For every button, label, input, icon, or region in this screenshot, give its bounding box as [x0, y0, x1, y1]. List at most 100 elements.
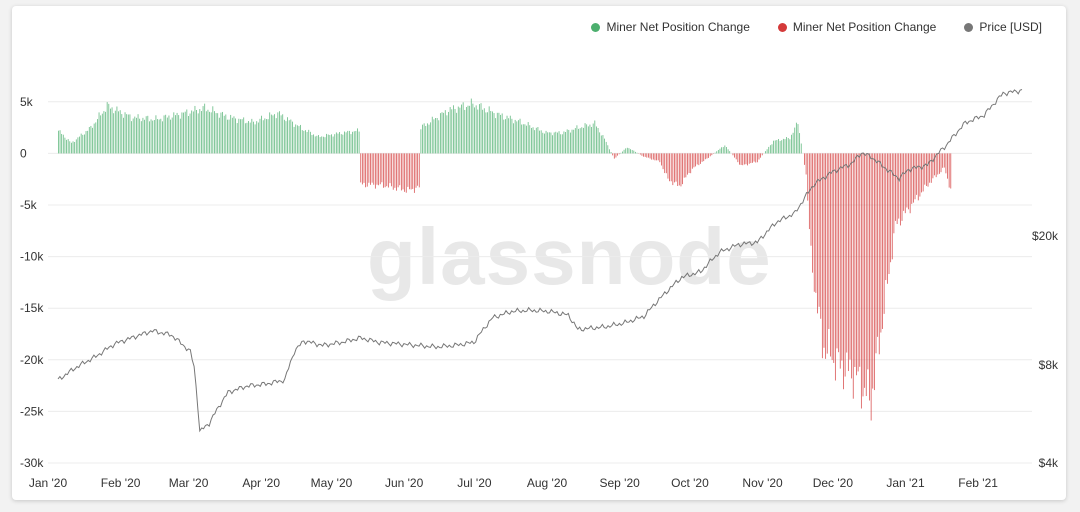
bar-positive — [487, 112, 488, 153]
bar-negative — [921, 153, 922, 192]
bar-positive — [269, 112, 270, 153]
bar-positive — [261, 116, 262, 154]
bar-positive — [125, 112, 126, 153]
y-tick-label: -30k — [20, 456, 44, 470]
bar-positive — [552, 135, 553, 153]
bar-positive — [102, 114, 103, 154]
bar-positive — [113, 113, 114, 153]
bar-positive — [448, 112, 449, 153]
bar-negative — [939, 153, 940, 173]
bar-positive — [564, 131, 565, 153]
bar-positive — [466, 107, 467, 153]
bar-positive — [115, 111, 116, 154]
bar-positive — [726, 147, 727, 153]
bar-positive — [253, 122, 254, 154]
bar-positive — [151, 119, 152, 153]
bar-negative — [656, 153, 657, 160]
bar-negative — [364, 153, 365, 182]
bar-positive — [635, 152, 636, 154]
bar-positive — [138, 114, 139, 153]
bar-positive — [323, 137, 324, 154]
bar-positive — [798, 124, 799, 153]
bar-positive — [482, 110, 483, 154]
bar-positive — [178, 115, 179, 153]
bar-negative — [814, 153, 815, 291]
bar-negative — [739, 153, 740, 164]
bar-negative — [840, 153, 841, 368]
x-tick-label: Sep '20 — [599, 476, 640, 490]
bar-negative — [833, 153, 834, 363]
bar-positive — [783, 139, 784, 154]
bar-negative — [360, 153, 361, 182]
bar-negative — [368, 153, 369, 182]
bar-positive — [546, 131, 547, 154]
bar-positive — [359, 132, 360, 154]
bar-negative — [619, 153, 620, 154]
bar-negative — [370, 153, 371, 184]
bar-positive — [263, 120, 264, 153]
bar-negative — [825, 153, 826, 358]
bar-positive — [606, 142, 607, 153]
bar-positive — [716, 151, 717, 153]
bar-positive — [198, 113, 199, 153]
bar-positive — [593, 124, 594, 154]
bar-negative — [646, 153, 647, 157]
bar-positive — [437, 118, 438, 153]
bar-positive — [104, 111, 105, 153]
bar-positive — [604, 139, 605, 154]
bar-negative — [411, 153, 412, 189]
bar-negative — [747, 153, 748, 165]
bar-negative — [853, 153, 854, 398]
bar-negative — [380, 153, 381, 184]
bar-positive — [577, 125, 578, 153]
bar-negative — [664, 153, 665, 173]
bar-positive — [442, 112, 443, 153]
bar-positive — [776, 140, 777, 153]
bar-negative — [861, 153, 862, 408]
bar-positive — [264, 118, 265, 153]
bar-positive — [788, 138, 789, 153]
bar-positive — [489, 106, 490, 153]
bar-negative — [653, 153, 654, 159]
bar-negative — [648, 153, 649, 157]
bar-positive — [355, 131, 356, 153]
bar-negative — [880, 153, 881, 332]
bar-positive — [287, 117, 288, 153]
bar-negative — [824, 153, 825, 347]
bar-positive — [266, 119, 267, 153]
y-tick-label: 5k — [20, 95, 34, 109]
bar-negative — [936, 153, 937, 177]
bar-negative — [841, 153, 842, 360]
bar-positive — [515, 120, 516, 153]
bar-positive — [770, 145, 771, 153]
bar-positive — [518, 120, 519, 153]
bar-positive — [607, 145, 608, 153]
bar-positive — [193, 111, 194, 153]
bar-negative — [676, 153, 677, 181]
bar-positive — [308, 130, 309, 154]
bar-negative — [752, 153, 753, 162]
bar-positive — [799, 133, 800, 153]
bar-positive — [565, 132, 566, 153]
bar-positive — [440, 113, 441, 153]
bar-positive — [453, 105, 454, 153]
y-tick-label: -20k — [20, 353, 44, 367]
bar-negative — [700, 153, 701, 163]
bar-negative — [806, 153, 807, 174]
bar-negative — [690, 153, 691, 173]
bar-positive — [503, 120, 504, 154]
bar-positive — [195, 106, 196, 153]
bar-negative — [692, 153, 693, 168]
bar-negative — [681, 153, 682, 186]
bar-positive — [164, 115, 165, 153]
bar-negative — [388, 153, 389, 187]
bar-negative — [898, 153, 899, 218]
x-tick-label: Jan '20 — [29, 476, 68, 490]
bar-positive — [476, 105, 477, 153]
bar-positive — [357, 128, 358, 153]
bar-positive — [433, 119, 434, 153]
bar-negative — [689, 153, 690, 173]
bar-positive — [341, 134, 342, 153]
bar-positive — [191, 110, 192, 153]
bar-positive — [572, 130, 573, 154]
